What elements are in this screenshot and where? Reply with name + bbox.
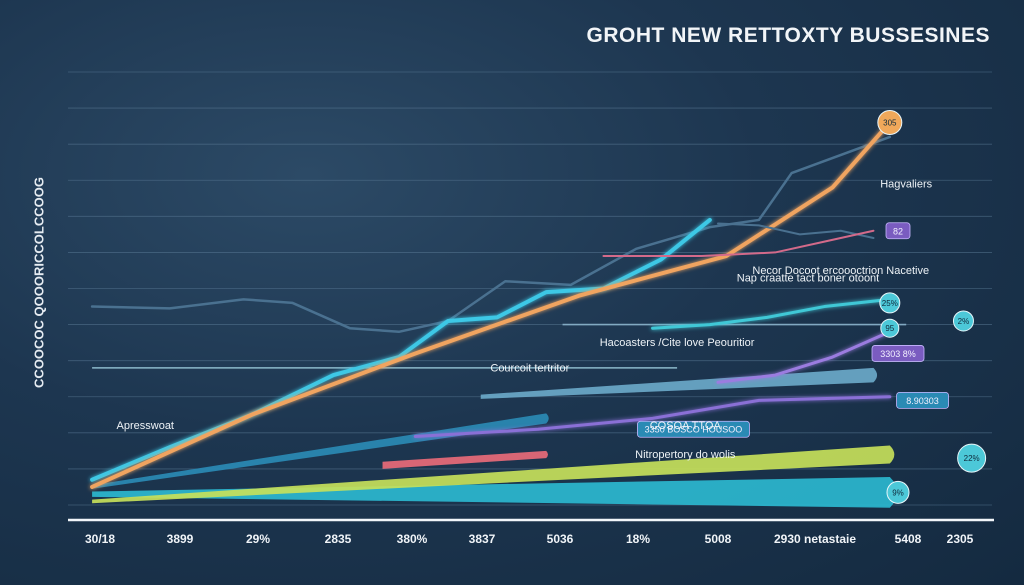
tag-label-2: 8.90303 — [906, 396, 939, 406]
annotation-7: Nitropertory do wolis — [635, 449, 736, 461]
x-tick-label-6: 5036 — [547, 532, 574, 546]
x-tick-label-4: 380% — [397, 532, 428, 546]
marker-label-2: 2% — [958, 317, 970, 326]
annotation-2: Necor Docoot ercoooctrion Nacetive — [752, 265, 929, 277]
band-1 — [92, 445, 895, 504]
marker-label-4: 22% — [964, 454, 980, 463]
tag-label-1: 3303 8% — [880, 349, 916, 359]
marker-label-3: 95 — [885, 324, 894, 333]
x-tick-label-8: 5008 — [705, 532, 732, 546]
marker-dot-0 — [877, 110, 903, 136]
tag-box-2 — [896, 391, 949, 409]
marker-dot-5 — [886, 480, 910, 504]
tag-box-1 — [871, 345, 925, 362]
series-line-5 — [651, 297, 892, 330]
series-lines — [90, 120, 892, 489]
x-ticks: 30/18 3899 29% 2835 380% 3837 5036 18% 5008 2930 … — [85, 532, 974, 546]
tag-box-0 — [885, 222, 911, 240]
annotation-6: COSOA TTOA — [650, 420, 722, 432]
band-0 — [92, 477, 898, 508]
series-line-6 — [716, 330, 892, 384]
marker-dot-1 — [879, 292, 901, 314]
x-tick-label-11: 2305 — [947, 532, 974, 546]
x-tick-label-0: 30/18 — [85, 532, 115, 546]
band-2 — [92, 413, 549, 489]
x-tick-label-10: 5408 — [895, 532, 922, 546]
series-line-4 — [602, 229, 875, 258]
series-line-2 — [90, 120, 892, 489]
marker-dot-2 — [952, 310, 974, 332]
series-line-3 — [717, 222, 875, 239]
marker-label-1: 25% — [882, 299, 898, 308]
annotation-0: Hagvaliers — [880, 178, 932, 190]
chart-title: GROHT NEW RETTOXTY BUSSESINES — [586, 24, 990, 47]
tag-label-3: 3350 BOSCO HOUSOO — [645, 425, 743, 435]
marker-dot-4 — [957, 443, 987, 473]
marker-label-5: 9% — [892, 488, 904, 497]
x-tick-label-7: 18% — [626, 532, 650, 546]
gridlines — [68, 71, 992, 506]
tag-label-0: 82 — [893, 226, 903, 236]
annotation-4: Courcoit tertritor — [490, 362, 569, 374]
series-line-0 — [90, 135, 892, 334]
annotation-3: Hacoasters /Cite love Peouritior — [600, 337, 755, 349]
reference-lines — [92, 323, 907, 369]
annotation-5: Apresswoat — [117, 420, 174, 432]
annotation-1: Nap craatte tact boner otoont — [737, 272, 879, 284]
bands-layer — [92, 367, 898, 508]
x-tick-label-9: 2930 netastaie — [774, 532, 856, 546]
x-tick-label-1: 3899 — [167, 532, 194, 546]
marker-label-0: 305 — [883, 119, 897, 128]
marker-dot-3 — [880, 318, 900, 338]
tag-box-3 — [637, 420, 750, 438]
x-tick-label-2: 29% — [246, 532, 270, 546]
band-4 — [382, 450, 548, 469]
x-tick-label-5: 3837 — [469, 532, 496, 546]
markers-layer: 305 25% 2% 95 22% 9% 82 3303 8% 8.90303 3350 BOSC… — [637, 110, 987, 504]
x-tick-label-3: 2835 — [325, 532, 352, 546]
series-line-7 — [413, 395, 892, 438]
